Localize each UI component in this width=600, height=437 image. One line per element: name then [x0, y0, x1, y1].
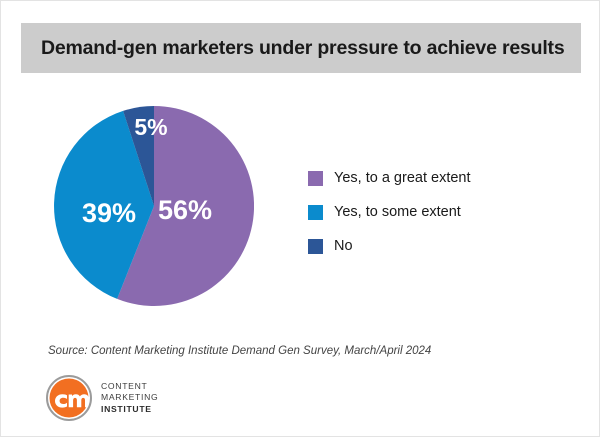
cmi-logo[interactable]: CONTENT MARKETING INSTITUTE	[46, 375, 158, 421]
cmi-logo-wordmark: CONTENT MARKETING INSTITUTE	[101, 381, 158, 415]
logo-word-marketing: MARKETING	[101, 392, 159, 403]
legend-swatch-icon	[308, 238, 323, 254]
logo-word-institute: INSTITUTE	[101, 403, 152, 414]
cmi-logo-icon	[46, 375, 92, 421]
pie-label-no: 5%	[134, 114, 167, 140]
pie-slice-yes-great-extent[interactable]	[117, 106, 254, 306]
pie-label-yes-great-extent: 56%	[158, 195, 212, 225]
logo-word-content: CONTENT	[101, 380, 148, 391]
pie-label-yes-some-extent: 39%	[82, 198, 136, 228]
pie-slice-no[interactable]	[123, 106, 154, 206]
legend-label: No	[334, 238, 353, 254]
legend-item-no[interactable]: No	[308, 229, 558, 263]
source-note: Source: Content Marketing Institute Dema…	[48, 345, 432, 357]
chart-legend: Yes, to a great extent Yes, to some exte…	[308, 161, 558, 263]
legend-label: Yes, to a great extent	[334, 170, 471, 186]
page-title: Demand-gen marketers under pressure to a…	[41, 36, 565, 59]
legend-label: Yes, to some extent	[334, 204, 461, 220]
pie-chart: 56% 39% 5%	[54, 106, 254, 306]
pie-chart-svg: 56% 39% 5%	[54, 106, 254, 306]
legend-swatch-icon	[308, 204, 323, 220]
legend-item-yes-some-extent[interactable]: Yes, to some extent	[308, 195, 558, 229]
chart-title-bar: Demand-gen marketers under pressure to a…	[21, 23, 581, 73]
legend-item-yes-great-extent[interactable]: Yes, to a great extent	[308, 161, 558, 195]
pie-slice-yes-some-extent[interactable]	[54, 110, 155, 299]
legend-swatch-icon	[308, 170, 323, 186]
